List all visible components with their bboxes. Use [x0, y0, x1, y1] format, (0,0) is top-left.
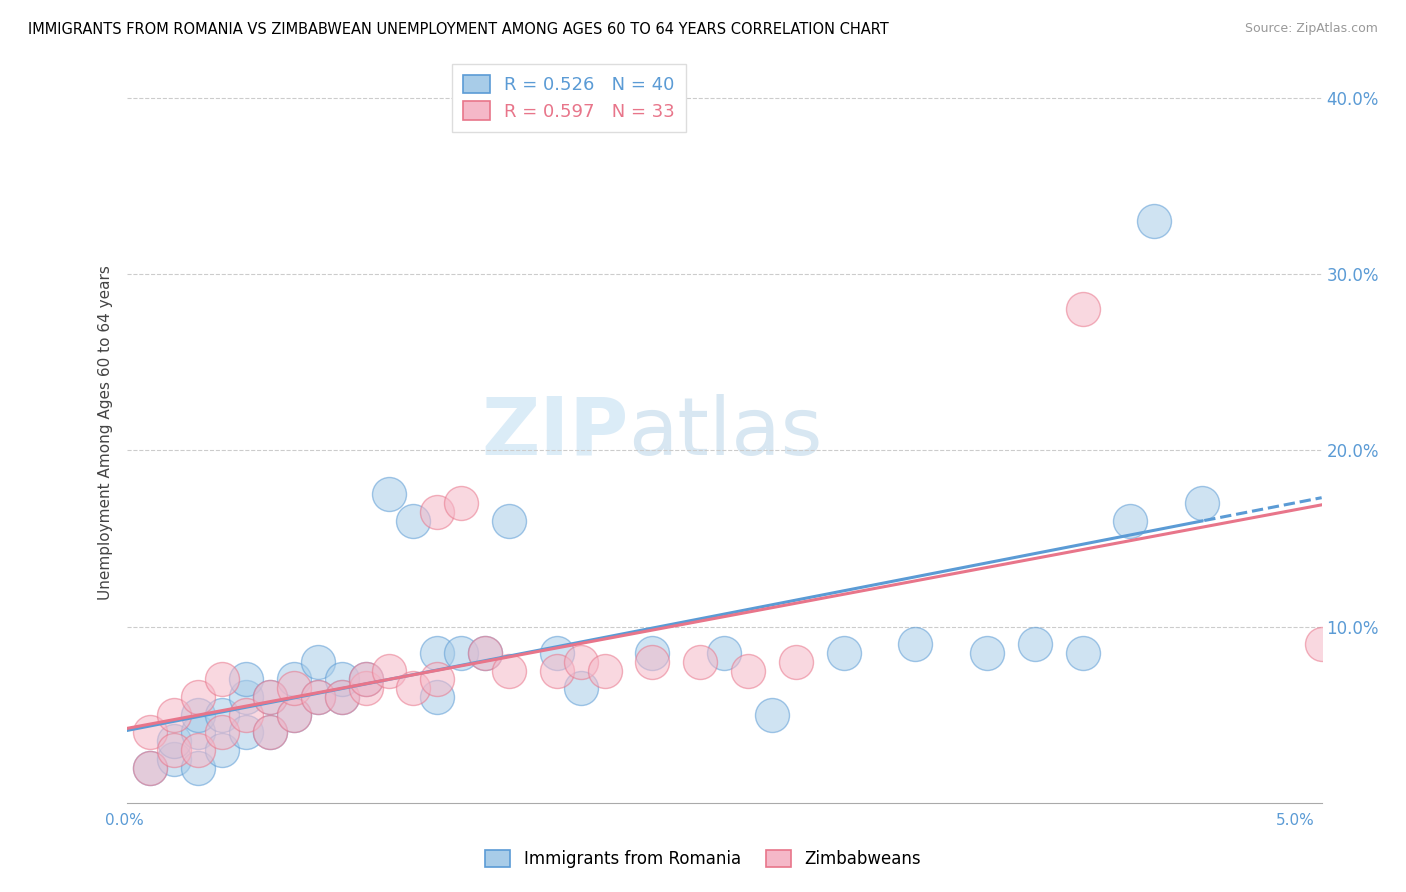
Point: [187, 725, 209, 739]
Point: [307, 655, 329, 669]
Point: [450, 496, 472, 510]
Point: [1143, 214, 1166, 228]
Point: [211, 743, 233, 757]
Text: Source: ZipAtlas.com: Source: ZipAtlas.com: [1244, 22, 1378, 36]
Point: [259, 725, 281, 739]
Point: [378, 487, 401, 501]
Point: [593, 664, 616, 678]
Point: [139, 760, 162, 774]
Point: [1071, 302, 1094, 317]
Point: [211, 725, 233, 739]
Point: [641, 646, 664, 660]
Point: [139, 760, 162, 774]
Point: [307, 690, 329, 704]
Point: [426, 690, 449, 704]
Point: [211, 673, 233, 687]
Point: [139, 725, 162, 739]
Point: [546, 646, 568, 660]
Point: [426, 673, 449, 687]
Point: [187, 760, 209, 774]
Point: [474, 646, 496, 660]
Text: IMMIGRANTS FROM ROMANIA VS ZIMBABWEAN UNEMPLOYMENT AMONG AGES 60 TO 64 YEARS COR: IMMIGRANTS FROM ROMANIA VS ZIMBABWEAN UN…: [28, 22, 889, 37]
Point: [211, 707, 233, 722]
Point: [163, 707, 186, 722]
Point: [498, 514, 520, 528]
Legend: Immigrants from Romania, Zimbabweans: Immigrants from Romania, Zimbabweans: [478, 843, 928, 875]
Point: [785, 655, 807, 669]
Point: [402, 681, 425, 696]
Text: ZIP: ZIP: [481, 393, 628, 472]
Point: [283, 673, 305, 687]
Point: [330, 690, 353, 704]
Text: 0.0%: 0.0%: [105, 814, 145, 828]
Point: [1191, 496, 1213, 510]
Point: [235, 673, 257, 687]
Point: [1071, 646, 1094, 660]
Point: [904, 637, 927, 651]
Point: [1119, 514, 1142, 528]
Point: [641, 655, 664, 669]
Point: [1024, 637, 1046, 651]
Point: [330, 690, 353, 704]
Point: [737, 664, 759, 678]
Point: [283, 707, 305, 722]
Point: [976, 646, 998, 660]
Point: [498, 664, 520, 678]
Point: [259, 690, 281, 704]
Point: [235, 725, 257, 739]
Point: [187, 743, 209, 757]
Point: [474, 646, 496, 660]
Point: [761, 707, 783, 722]
Point: [832, 646, 855, 660]
Point: [307, 690, 329, 704]
Point: [354, 673, 377, 687]
Point: [163, 734, 186, 748]
Text: atlas: atlas: [628, 393, 823, 472]
Point: [235, 690, 257, 704]
Point: [354, 673, 377, 687]
Point: [259, 690, 281, 704]
Point: [713, 646, 735, 660]
Point: [163, 743, 186, 757]
Point: [450, 646, 472, 660]
Point: [546, 664, 568, 678]
Point: [569, 681, 592, 696]
Point: [354, 681, 377, 696]
Text: 5.0%: 5.0%: [1275, 814, 1315, 828]
Point: [259, 725, 281, 739]
Point: [402, 514, 425, 528]
Point: [689, 655, 711, 669]
Point: [426, 505, 449, 519]
Point: [283, 681, 305, 696]
Point: [1310, 637, 1333, 651]
Legend: R = 0.526   N = 40, R = 0.597   N = 33: R = 0.526 N = 40, R = 0.597 N = 33: [451, 64, 686, 132]
Point: [163, 752, 186, 766]
Point: [187, 707, 209, 722]
Point: [569, 655, 592, 669]
Y-axis label: Unemployment Among Ages 60 to 64 years: Unemployment Among Ages 60 to 64 years: [97, 265, 112, 600]
Point: [378, 664, 401, 678]
Point: [187, 690, 209, 704]
Point: [283, 707, 305, 722]
Point: [330, 673, 353, 687]
Point: [235, 707, 257, 722]
Point: [426, 646, 449, 660]
